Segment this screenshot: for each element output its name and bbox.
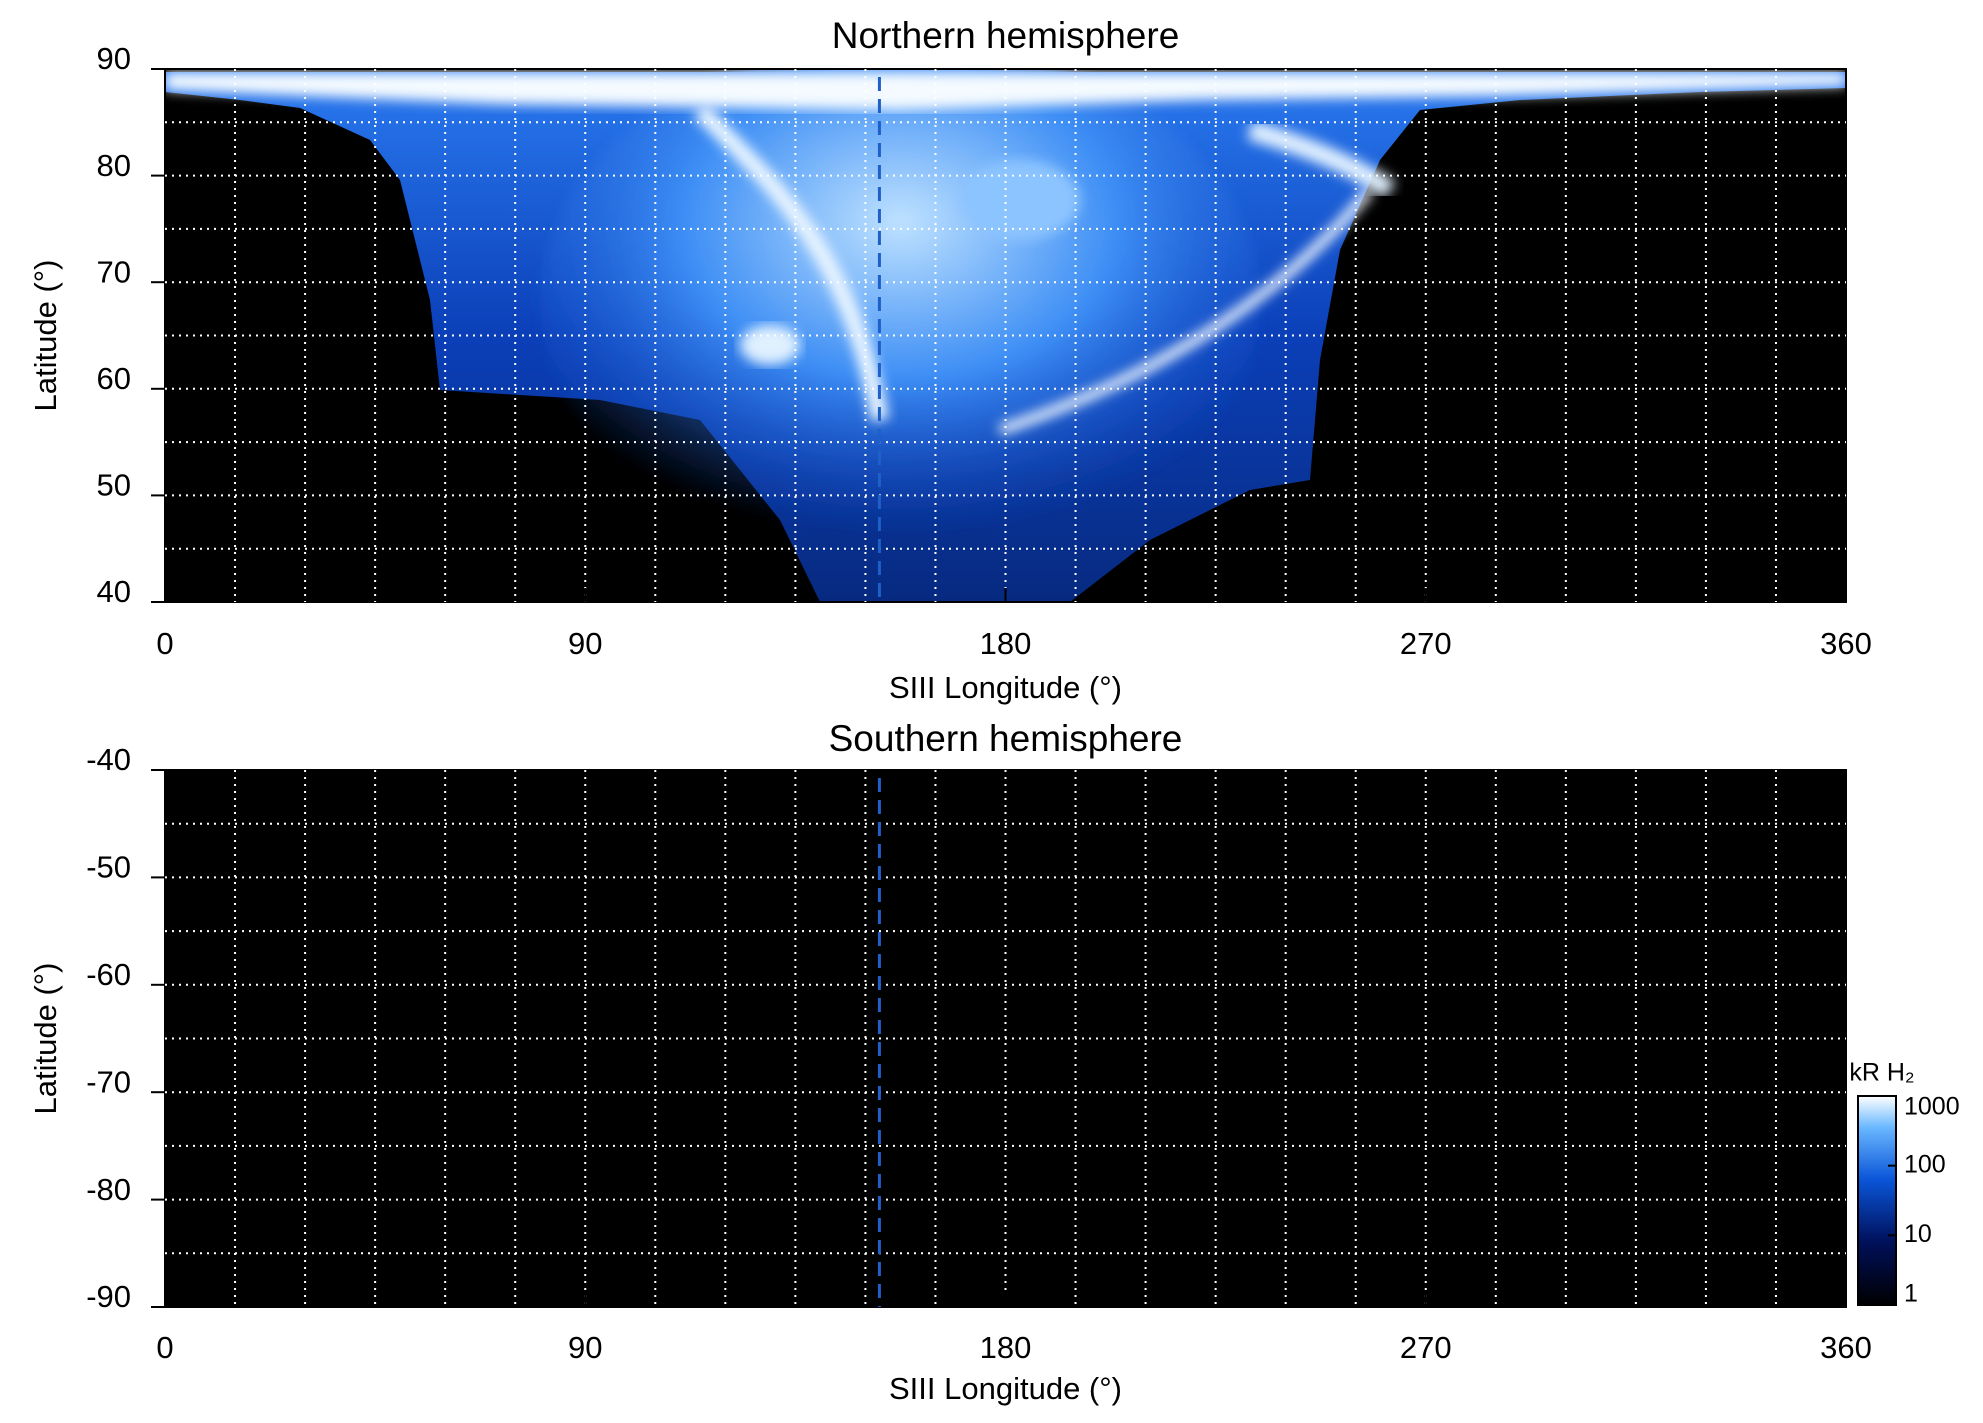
colorbar-tick-label: 10	[1904, 1220, 1932, 1248]
x-tick-label: 360	[1820, 1330, 1872, 1365]
x-tick-label: 0	[156, 626, 173, 661]
x-tick-label: 0	[156, 1330, 173, 1365]
y-tick-label: -70	[86, 1064, 131, 1099]
colorbar	[1857, 1095, 1897, 1306]
y-axis-label: Latitude (°)	[28, 963, 63, 1115]
y-tick-label: -90	[86, 1279, 131, 1314]
y-tick-label: 80	[97, 148, 131, 183]
x-tick-label: 270	[1400, 1330, 1452, 1365]
colorbar-tick-label: 1	[1904, 1280, 1918, 1308]
x-tick-label: 270	[1400, 626, 1452, 661]
colorbar-label: kR H₂	[1849, 1059, 1914, 1087]
y-tick-label: -40	[86, 742, 131, 777]
y-tick-label: 90	[97, 41, 131, 76]
x-tick-label: 180	[980, 626, 1032, 661]
chart-title: Southern hemisphere	[829, 718, 1183, 759]
y-tick-label: -80	[86, 1172, 131, 1207]
x-tick-label: 180	[980, 1330, 1032, 1365]
y-tick-label: 40	[97, 574, 131, 609]
x-axis-label: SIII Longitude (°)	[889, 1371, 1122, 1406]
chart-title: Northern hemisphere	[832, 15, 1180, 56]
y-tick-label: -60	[86, 957, 131, 992]
x-axis-label: SIII Longitude (°)	[889, 670, 1122, 705]
y-tick-label: 70	[97, 254, 131, 289]
y-tick-label: 50	[97, 468, 131, 503]
y-tick-label: 60	[97, 361, 131, 396]
colorbar-tick-label: 1000	[1904, 1093, 1960, 1121]
y-tick-label: -50	[86, 850, 131, 885]
colorbar-tick-label: 100	[1904, 1150, 1946, 1178]
x-tick-label: 90	[568, 1330, 602, 1365]
x-tick-label: 90	[568, 626, 602, 661]
y-axis-label: Latitude (°)	[28, 260, 63, 412]
x-tick-label: 360	[1820, 626, 1872, 661]
